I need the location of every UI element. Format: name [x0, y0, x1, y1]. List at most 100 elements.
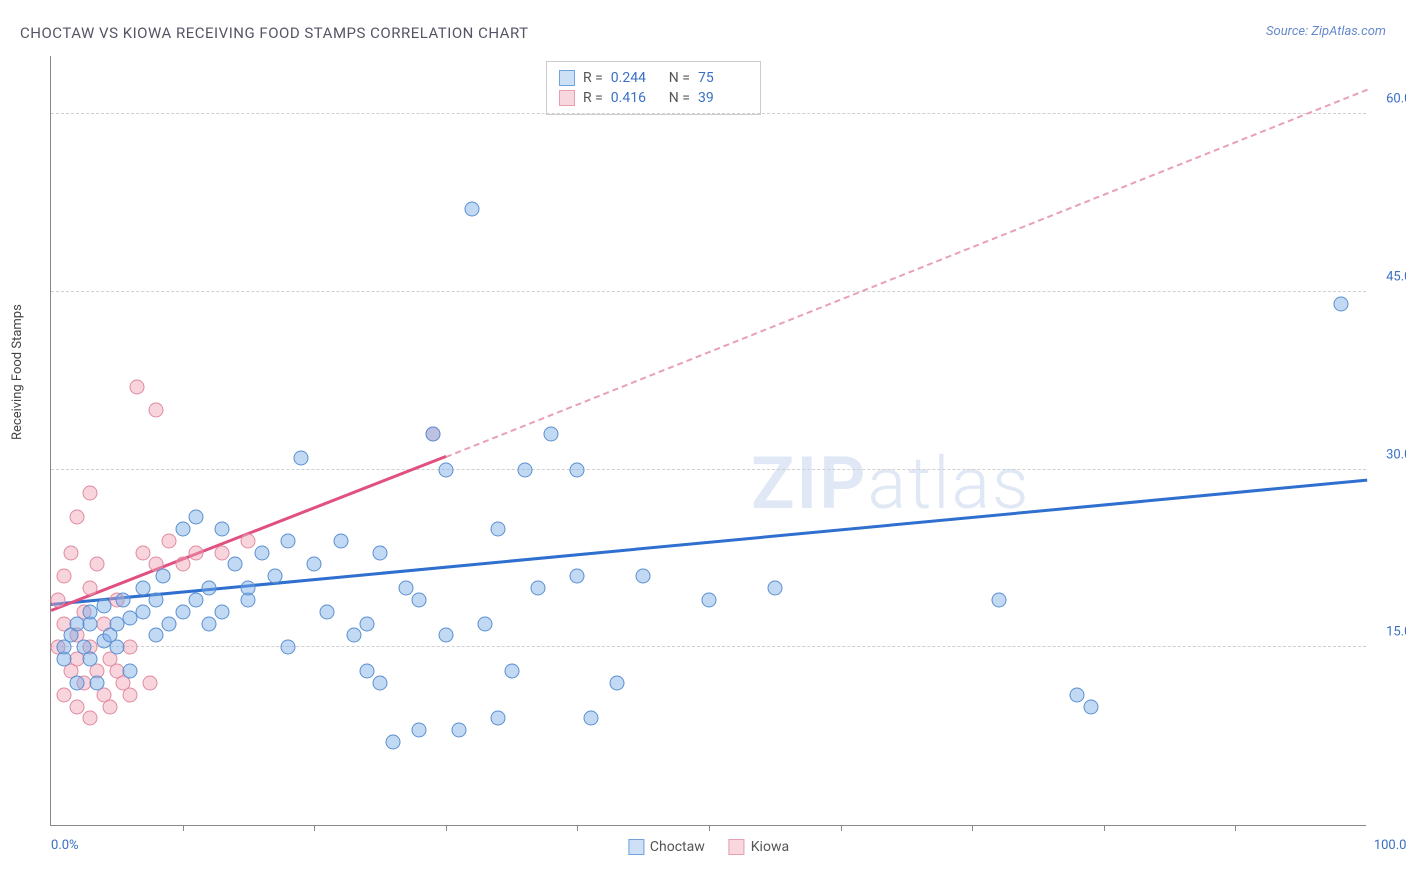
grid-line: [51, 113, 1366, 114]
x-tick: [841, 825, 842, 831]
legend-swatch-choctaw-icon: [628, 839, 644, 855]
data-point: [517, 462, 532, 477]
x-tick: [1235, 825, 1236, 831]
data-point: [83, 652, 98, 667]
data-point: [491, 711, 506, 726]
data-point: [122, 664, 137, 679]
data-point: [215, 604, 230, 619]
data-point: [583, 711, 598, 726]
x-tick: [972, 825, 973, 831]
data-point: [412, 592, 427, 607]
x-tick: [1104, 825, 1105, 831]
data-point: [530, 581, 545, 596]
data-point: [136, 604, 151, 619]
data-point: [175, 604, 190, 619]
data-point: [175, 557, 190, 572]
data-point: [63, 545, 78, 560]
data-point: [129, 379, 144, 394]
data-point: [136, 581, 151, 596]
chart-title: CHOCTAW VS KIOWA RECEIVING FOOD STAMPS C…: [20, 24, 529, 42]
data-point: [307, 557, 322, 572]
data-point: [294, 450, 309, 465]
data-point: [451, 723, 466, 738]
n-value-kiowa: 39: [698, 90, 748, 106]
data-point: [570, 569, 585, 584]
data-point: [149, 592, 164, 607]
data-point: [636, 569, 651, 584]
data-point: [57, 687, 72, 702]
x-axis-max-label: 100.0%: [1374, 838, 1406, 853]
data-point: [504, 664, 519, 679]
data-point: [280, 640, 295, 655]
plot-area: ZIPatlas R = 0.244 N = 75 R = 0.416 N = …: [50, 56, 1366, 826]
data-point: [478, 616, 493, 631]
legend-swatch-kiowa-icon: [729, 839, 745, 855]
data-point: [359, 616, 374, 631]
data-point: [254, 545, 269, 560]
data-point: [333, 533, 348, 548]
stats-row-choctaw: R = 0.244 N = 75: [559, 68, 748, 88]
data-point: [702, 592, 717, 607]
x-tick: [577, 825, 578, 831]
grid-line: [51, 646, 1366, 647]
grid-line: [51, 469, 1366, 470]
data-point: [991, 592, 1006, 607]
data-point: [162, 533, 177, 548]
data-point: [1083, 699, 1098, 714]
data-point: [359, 664, 374, 679]
x-axis-min-label: 0.0%: [51, 838, 79, 853]
data-point: [122, 687, 137, 702]
data-point: [373, 545, 388, 560]
data-point: [215, 545, 230, 560]
stats-row-kiowa: R = 0.416 N = 39: [559, 88, 748, 108]
data-point: [175, 521, 190, 536]
n-value-choctaw: 75: [698, 70, 748, 86]
data-point: [386, 735, 401, 750]
watermark: ZIPatlas: [751, 441, 1031, 526]
data-point: [83, 581, 98, 596]
data-point: [142, 675, 157, 690]
chart-container: CHOCTAW VS KIOWA RECEIVING FOOD STAMPS C…: [0, 0, 1406, 892]
data-point: [465, 202, 480, 217]
data-point: [767, 581, 782, 596]
data-point: [162, 616, 177, 631]
y-tick-label: 45.0%: [1386, 269, 1406, 284]
data-point: [70, 699, 85, 714]
data-point: [136, 545, 151, 560]
x-tick: [314, 825, 315, 831]
data-point: [267, 569, 282, 584]
data-point: [70, 510, 85, 525]
data-point: [50, 592, 65, 607]
data-point: [109, 640, 124, 655]
r-value-choctaw: 0.244: [611, 70, 661, 86]
x-tick: [709, 825, 710, 831]
r-value-kiowa: 0.416: [611, 90, 661, 106]
data-point: [155, 569, 170, 584]
data-point: [1333, 296, 1348, 311]
legend-bottom: Choctaw Kiowa: [628, 839, 789, 855]
data-point: [96, 598, 111, 613]
source-link[interactable]: Source: ZipAtlas.com: [1266, 24, 1386, 39]
data-point: [412, 723, 427, 738]
data-point: [228, 557, 243, 572]
data-point: [544, 427, 559, 442]
swatch-choctaw-icon: [559, 70, 575, 86]
x-tick: [446, 825, 447, 831]
y-axis-label: Receiving Food Stamps: [10, 304, 25, 440]
data-point: [57, 569, 72, 584]
data-point: [241, 533, 256, 548]
data-point: [280, 533, 295, 548]
data-point: [425, 427, 440, 442]
data-point: [83, 711, 98, 726]
legend-item-choctaw: Choctaw: [628, 839, 705, 855]
data-point: [570, 462, 585, 477]
y-tick-label: 15.0%: [1386, 625, 1406, 640]
data-point: [399, 581, 414, 596]
data-point: [188, 545, 203, 560]
data-point: [149, 628, 164, 643]
trend-line: [445, 89, 1367, 458]
data-point: [438, 462, 453, 477]
swatch-kiowa-icon: [559, 90, 575, 106]
x-tick: [183, 825, 184, 831]
data-point: [103, 699, 118, 714]
